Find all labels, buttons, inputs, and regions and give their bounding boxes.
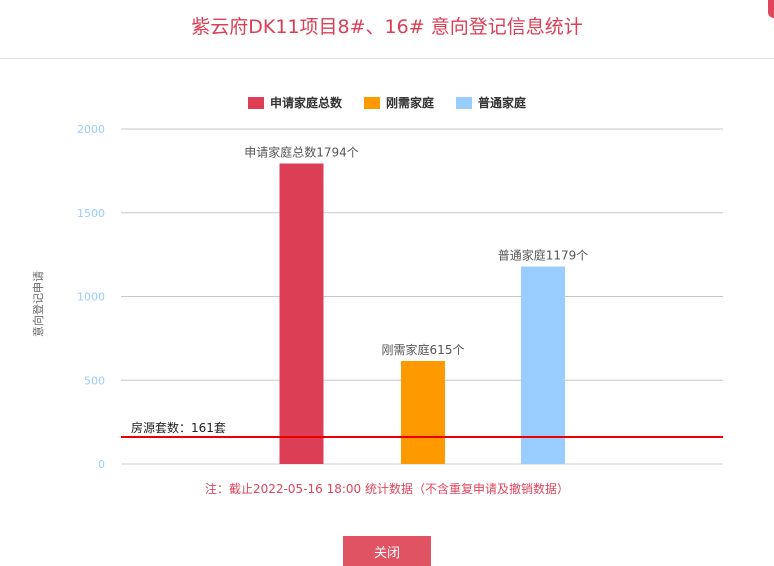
legend-item-normal[interactable]: 普通家庭 bbox=[456, 94, 526, 111]
legend-swatch-icon bbox=[456, 96, 472, 109]
legend-label: 刚需家庭 bbox=[385, 96, 434, 110]
legend-item-rigid[interactable]: 刚需家庭 bbox=[363, 94, 434, 111]
header-divider bbox=[0, 58, 774, 59]
bar[interactable] bbox=[521, 266, 565, 464]
footnote: 注：截止2022-05-16 18:00 统计数据（不含重复申请及撤销数据） bbox=[205, 482, 569, 496]
legend-swatch-icon bbox=[247, 96, 264, 109]
legend-swatch-icon bbox=[363, 96, 380, 109]
y-tick-label: 0 bbox=[98, 458, 105, 471]
y-tick-label: 2000 bbox=[77, 123, 105, 136]
bar-data-label: 普通家庭1179个 bbox=[498, 248, 589, 263]
page-title: 紫云府DK11项目8#、16# 意向登记信息统计 bbox=[191, 16, 583, 38]
reference-line-label: 房源套数：161套 bbox=[131, 420, 226, 435]
chart-legend: 申请家庭总数 刚需家庭 普通家庭 bbox=[0, 94, 774, 111]
y-tick-label: 1500 bbox=[77, 207, 105, 220]
bar-data-label: 刚需家庭615个 bbox=[382, 342, 465, 357]
y-tick-label: 500 bbox=[84, 374, 105, 387]
bar[interactable] bbox=[401, 360, 445, 464]
y-tick-label: 1000 bbox=[77, 291, 105, 304]
legend-label: 普通家庭 bbox=[478, 96, 527, 110]
bar[interactable] bbox=[279, 163, 324, 464]
legend-label: 申请家庭总数 bbox=[269, 96, 342, 110]
close-corner-icon[interactable] bbox=[768, 0, 774, 18]
legend-item-total[interactable]: 申请家庭总数 bbox=[247, 94, 342, 111]
bar-data-label: 申请家庭总数1794个 bbox=[244, 145, 359, 160]
close-button[interactable]: 关闭 bbox=[343, 536, 431, 566]
